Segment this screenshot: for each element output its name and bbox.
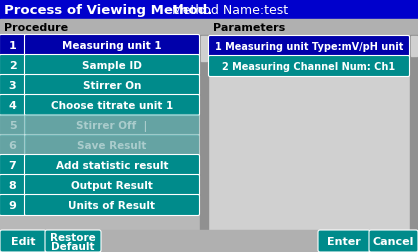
Bar xyxy=(0,20,418,36)
Text: 4: 4 xyxy=(8,101,16,111)
FancyBboxPatch shape xyxy=(0,230,46,252)
FancyBboxPatch shape xyxy=(25,115,199,136)
Text: 9: 9 xyxy=(8,200,16,210)
Text: 1 Measuring unit Type:mV/pH unit: 1 Measuring unit Type:mV/pH unit xyxy=(215,42,403,52)
Text: Method Name:test: Method Name:test xyxy=(168,4,288,16)
Text: Cancel: Cancel xyxy=(373,236,414,246)
Bar xyxy=(200,36,208,230)
Text: 3: 3 xyxy=(9,81,16,91)
Text: 2: 2 xyxy=(9,61,16,71)
FancyBboxPatch shape xyxy=(0,155,25,176)
Bar xyxy=(411,37,417,57)
Text: Choose titrate unit 1: Choose titrate unit 1 xyxy=(51,101,173,111)
FancyBboxPatch shape xyxy=(25,55,199,76)
FancyBboxPatch shape xyxy=(45,230,101,252)
Text: Save Result: Save Result xyxy=(77,140,147,150)
FancyBboxPatch shape xyxy=(209,36,410,57)
Text: Edit: Edit xyxy=(11,236,35,246)
FancyBboxPatch shape xyxy=(0,35,25,56)
Text: Process of Viewing Method.: Process of Viewing Method. xyxy=(4,4,212,16)
Text: Procedure: Procedure xyxy=(4,23,68,33)
FancyBboxPatch shape xyxy=(0,95,25,116)
FancyBboxPatch shape xyxy=(318,230,370,252)
Text: Sample ID: Sample ID xyxy=(82,61,142,71)
FancyBboxPatch shape xyxy=(0,75,25,96)
FancyBboxPatch shape xyxy=(0,195,25,216)
FancyBboxPatch shape xyxy=(25,135,199,156)
Text: 1: 1 xyxy=(9,41,16,51)
Bar xyxy=(0,0,418,20)
Text: Add statistic result: Add statistic result xyxy=(56,160,168,170)
Text: Parameters: Parameters xyxy=(213,23,285,33)
Bar xyxy=(0,36,200,230)
Text: 7: 7 xyxy=(9,160,16,170)
FancyBboxPatch shape xyxy=(25,195,199,216)
Bar xyxy=(208,36,418,230)
FancyBboxPatch shape xyxy=(25,175,199,196)
FancyBboxPatch shape xyxy=(209,56,410,77)
FancyBboxPatch shape xyxy=(25,35,199,56)
Bar xyxy=(0,230,418,252)
Bar xyxy=(410,36,418,230)
FancyBboxPatch shape xyxy=(0,135,25,156)
Text: 5: 5 xyxy=(9,120,16,131)
Text: Enter: Enter xyxy=(327,236,361,246)
Text: 6: 6 xyxy=(8,140,16,150)
FancyBboxPatch shape xyxy=(369,230,418,252)
Text: Units of Result: Units of Result xyxy=(69,200,155,210)
Text: 2 Measuring Channel Num: Ch1: 2 Measuring Channel Num: Ch1 xyxy=(222,62,395,72)
Text: Restore: Restore xyxy=(50,232,96,242)
Text: Measuring unit 1: Measuring unit 1 xyxy=(62,41,162,51)
FancyBboxPatch shape xyxy=(0,115,25,136)
Text: Default: Default xyxy=(51,241,95,251)
FancyBboxPatch shape xyxy=(25,75,199,96)
FancyBboxPatch shape xyxy=(0,175,25,196)
Text: Output Result: Output Result xyxy=(71,180,153,190)
FancyBboxPatch shape xyxy=(25,95,199,116)
FancyBboxPatch shape xyxy=(0,55,25,76)
Text: Stirrer On: Stirrer On xyxy=(83,81,141,91)
FancyBboxPatch shape xyxy=(25,155,199,176)
Bar xyxy=(201,37,207,62)
Text: Stirrer Off  |: Stirrer Off | xyxy=(76,120,148,131)
Text: 8: 8 xyxy=(9,180,16,190)
